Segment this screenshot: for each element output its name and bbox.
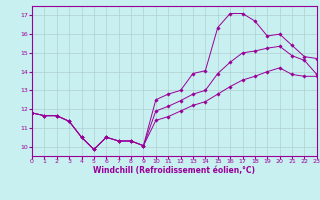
X-axis label: Windchill (Refroidissement éolien,°C): Windchill (Refroidissement éolien,°C) [93,166,255,175]
